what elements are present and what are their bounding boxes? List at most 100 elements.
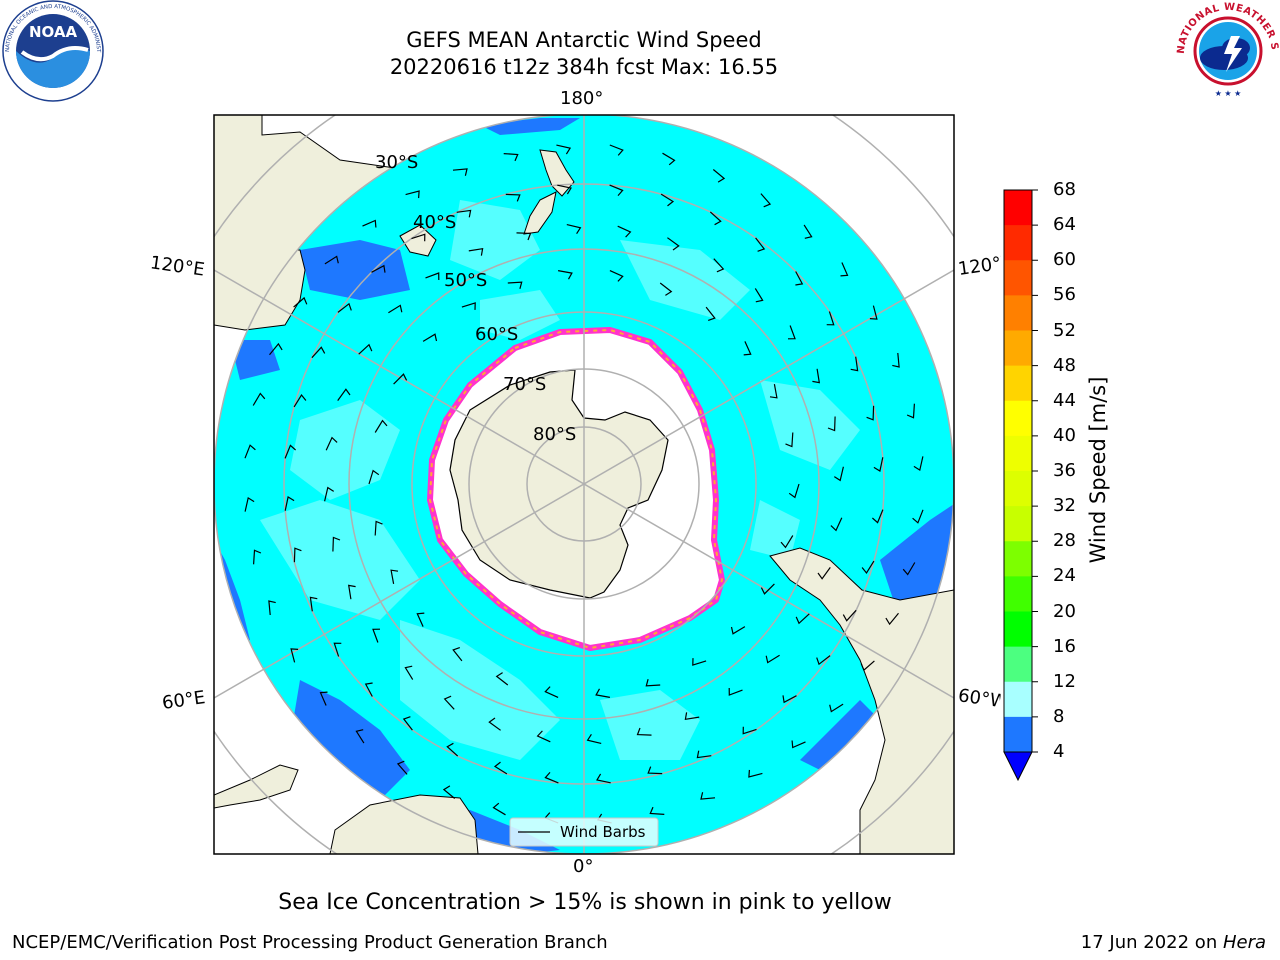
wind-barb xyxy=(754,288,764,303)
colorbar-band xyxy=(1004,190,1032,226)
wind-barb xyxy=(252,392,266,406)
colorbar-band xyxy=(1004,471,1032,507)
colorbar-label: Wind Speed [m/s] xyxy=(1086,376,1110,564)
wind-barb xyxy=(404,665,414,680)
wind-barb xyxy=(358,343,373,355)
wind-barb xyxy=(829,703,844,713)
colorbar-band xyxy=(1004,716,1032,753)
wind-barb xyxy=(609,144,624,156)
colorbar-band xyxy=(1004,681,1032,718)
wind-barb xyxy=(333,642,342,657)
colorbar xyxy=(1003,189,1038,782)
colorbar-tick-label: 12 xyxy=(1053,670,1076,692)
wind-barb xyxy=(456,209,472,218)
wind-barb xyxy=(442,785,456,799)
wind-barb xyxy=(755,237,766,252)
colorbar-tick-label: 8 xyxy=(1053,705,1065,727)
wind-barb xyxy=(830,517,843,532)
wind-barb xyxy=(869,305,878,320)
wind-barb xyxy=(536,730,551,743)
wind-barb xyxy=(872,509,884,524)
lon-label-0: 0° xyxy=(573,856,594,877)
colorbar-tick-label: 64 xyxy=(1053,214,1076,236)
colorbar-band xyxy=(1004,400,1032,437)
wind-barb xyxy=(516,232,532,241)
date-host: Hera xyxy=(1222,932,1266,953)
wind-barb xyxy=(645,679,661,687)
wind-barb xyxy=(452,647,463,662)
wind-barb xyxy=(586,733,602,744)
wind-barb xyxy=(692,658,707,666)
wind-barb xyxy=(696,750,712,759)
sea-ice-edge-yellow xyxy=(428,328,724,650)
wind-barb xyxy=(785,432,794,448)
wind-barb xyxy=(422,333,438,342)
graticule xyxy=(214,115,954,854)
map-frame xyxy=(213,114,955,855)
wind-barb xyxy=(667,237,680,251)
legend-label: Wind Barbs xyxy=(560,823,646,841)
wind-barb xyxy=(268,600,276,616)
wind-barb xyxy=(374,419,388,433)
wind-barb xyxy=(493,761,508,775)
wind-barb xyxy=(866,405,875,421)
wind-barb xyxy=(850,356,859,372)
colorbar-tick-label: 68 xyxy=(1053,179,1076,200)
colorbar-tick-label: 28 xyxy=(1053,530,1076,552)
colorbar-band xyxy=(1004,576,1032,612)
wind-barb xyxy=(325,436,338,451)
lat-label-80s: 80°S xyxy=(533,424,577,445)
colorbar-band xyxy=(1004,611,1032,648)
date-text: 17 Jun 2022 on xyxy=(1080,932,1223,953)
wind-barb xyxy=(713,258,725,273)
wind-barb xyxy=(253,549,262,565)
wind-barb xyxy=(446,742,459,757)
wind-barb xyxy=(503,153,519,162)
wind-barb xyxy=(788,483,800,499)
wind-barb xyxy=(402,716,413,731)
wind-barb xyxy=(728,687,743,696)
wind-barb xyxy=(355,729,365,744)
wind-barb xyxy=(861,560,875,575)
wind-barb xyxy=(660,193,675,207)
wind-barb xyxy=(892,352,900,368)
wind-barb xyxy=(505,193,521,202)
colorbar-band xyxy=(1004,365,1032,402)
wind-barb xyxy=(368,469,380,485)
wind-barb xyxy=(709,211,722,226)
lat-label-30s: 30°S xyxy=(375,152,419,173)
wind-barb xyxy=(269,342,283,356)
wind-barb xyxy=(390,569,399,585)
svg-text:★ ★ ★: ★ ★ ★ xyxy=(1215,89,1242,98)
wind-barb xyxy=(684,712,700,721)
wind-barb xyxy=(372,628,381,643)
wind-barb xyxy=(364,682,373,697)
wind-barb xyxy=(636,727,652,736)
colorbar-band xyxy=(1004,330,1032,367)
wind-barb xyxy=(782,695,797,704)
date-stamp: 17 Jun 2022 on Hera xyxy=(1081,932,1266,953)
wind-barb xyxy=(311,346,326,359)
wind-barb xyxy=(337,388,351,401)
wind-barb xyxy=(873,457,884,472)
colorbar-band xyxy=(1004,295,1032,331)
wind-barb xyxy=(913,456,924,472)
colorbar-tick-label: 24 xyxy=(1053,565,1076,587)
wind-barb xyxy=(556,144,572,155)
wind-barb xyxy=(362,219,377,228)
wind-barb xyxy=(795,613,810,625)
wind-barb xyxy=(842,609,857,622)
wind-barb xyxy=(912,509,924,524)
land-antarctica xyxy=(449,369,669,599)
wind-barb xyxy=(662,152,676,166)
wind-barb xyxy=(324,255,339,265)
colorbar-tick-label: 20 xyxy=(1053,600,1076,622)
colorbar-tick-label: 44 xyxy=(1053,389,1076,411)
noaa-logo: NOAA NATIONAL OCEANIC AND ATMOSPHERIC AD… xyxy=(0,0,104,102)
wind-barb xyxy=(557,270,573,280)
lat-label-60s: 60°S xyxy=(475,324,519,345)
wind-barb xyxy=(700,792,716,800)
wind-barb xyxy=(595,688,611,698)
wind-barb xyxy=(293,296,308,308)
wind-barb xyxy=(544,686,559,698)
